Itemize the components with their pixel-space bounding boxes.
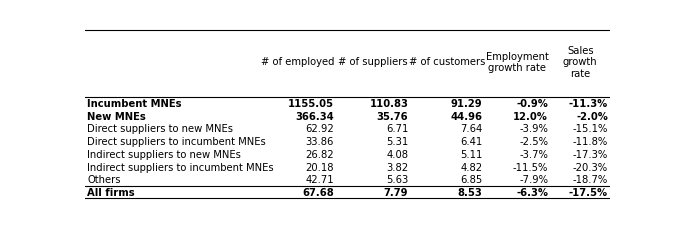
Text: Indirect suppliers to new MNEs: Indirect suppliers to new MNEs bbox=[87, 149, 241, 159]
Text: 3.82: 3.82 bbox=[386, 162, 408, 172]
Text: 6.85: 6.85 bbox=[460, 175, 483, 185]
Text: 44.96: 44.96 bbox=[450, 111, 483, 121]
Text: 4.08: 4.08 bbox=[386, 149, 408, 159]
Text: -2.0%: -2.0% bbox=[576, 111, 608, 121]
Text: 6.71: 6.71 bbox=[386, 124, 408, 134]
Text: Others: Others bbox=[87, 175, 121, 185]
Text: 1155.05: 1155.05 bbox=[288, 99, 334, 109]
Text: 67.68: 67.68 bbox=[302, 187, 334, 197]
Text: 4.82: 4.82 bbox=[460, 162, 483, 172]
Text: -15.1%: -15.1% bbox=[573, 124, 608, 134]
Text: 110.83: 110.83 bbox=[370, 99, 408, 109]
Text: 20.18: 20.18 bbox=[306, 162, 334, 172]
Text: # of employed: # of employed bbox=[261, 57, 334, 67]
Text: -18.7%: -18.7% bbox=[573, 175, 608, 185]
Text: 7.79: 7.79 bbox=[384, 187, 408, 197]
Text: 35.76: 35.76 bbox=[376, 111, 408, 121]
Text: Employment
growth rate: Employment growth rate bbox=[486, 52, 549, 73]
Text: -20.3%: -20.3% bbox=[573, 162, 608, 172]
Text: Direct suppliers to new MNEs: Direct suppliers to new MNEs bbox=[87, 124, 233, 134]
Text: -2.5%: -2.5% bbox=[519, 136, 548, 146]
Text: -3.7%: -3.7% bbox=[519, 149, 548, 159]
Text: 5.63: 5.63 bbox=[386, 175, 408, 185]
Text: 8.53: 8.53 bbox=[458, 187, 483, 197]
Text: Direct suppliers to incumbent MNEs: Direct suppliers to incumbent MNEs bbox=[87, 136, 266, 146]
Text: 42.71: 42.71 bbox=[305, 175, 334, 185]
Text: 366.34: 366.34 bbox=[295, 111, 334, 121]
Text: 62.92: 62.92 bbox=[305, 124, 334, 134]
Text: 6.41: 6.41 bbox=[460, 136, 483, 146]
Text: -3.9%: -3.9% bbox=[519, 124, 548, 134]
Text: -7.9%: -7.9% bbox=[519, 175, 548, 185]
Text: # of customers: # of customers bbox=[410, 57, 485, 67]
Text: 12.0%: 12.0% bbox=[513, 111, 548, 121]
Text: -11.8%: -11.8% bbox=[573, 136, 608, 146]
Text: All firms: All firms bbox=[87, 187, 135, 197]
Text: 26.82: 26.82 bbox=[305, 149, 334, 159]
Text: 7.64: 7.64 bbox=[460, 124, 483, 134]
Text: 91.29: 91.29 bbox=[451, 99, 483, 109]
Text: -0.9%: -0.9% bbox=[516, 99, 548, 109]
Text: 33.86: 33.86 bbox=[306, 136, 334, 146]
Text: -11.3%: -11.3% bbox=[569, 99, 608, 109]
Text: -17.5%: -17.5% bbox=[569, 187, 608, 197]
Text: # of suppliers: # of suppliers bbox=[338, 57, 408, 67]
Text: Incumbent MNEs: Incumbent MNEs bbox=[87, 99, 182, 109]
Text: Indirect suppliers to incumbent MNEs: Indirect suppliers to incumbent MNEs bbox=[87, 162, 274, 172]
Text: -11.5%: -11.5% bbox=[513, 162, 548, 172]
Text: -6.3%: -6.3% bbox=[516, 187, 548, 197]
Text: 5.11: 5.11 bbox=[460, 149, 483, 159]
Text: -17.3%: -17.3% bbox=[573, 149, 608, 159]
Text: 5.31: 5.31 bbox=[386, 136, 408, 146]
Text: New MNEs: New MNEs bbox=[87, 111, 146, 121]
Text: Sales
growth
rate: Sales growth rate bbox=[563, 46, 597, 79]
